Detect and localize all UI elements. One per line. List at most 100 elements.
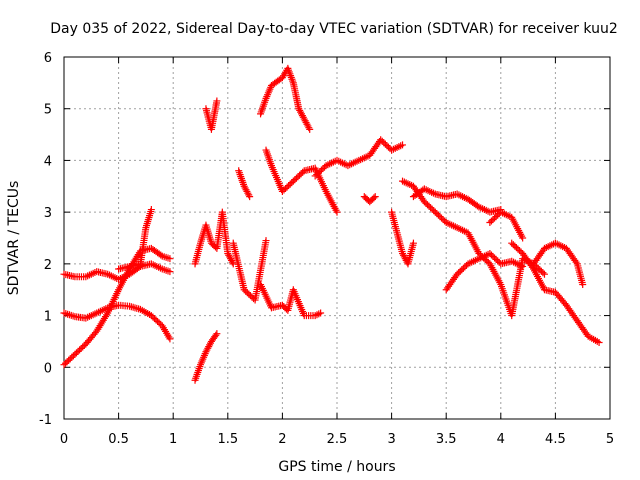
data-point-marker	[288, 179, 296, 187]
data-point-marker	[384, 143, 392, 151]
data-point-marker	[489, 252, 497, 260]
data-point-marker	[64, 310, 72, 318]
data-point-marker	[489, 216, 497, 224]
data-point-marker	[79, 343, 87, 351]
data-point-marker	[62, 359, 70, 367]
data-point-marker	[74, 347, 82, 355]
data-point-marker	[68, 353, 76, 361]
data-point-marker	[291, 176, 299, 184]
data-point-marker	[528, 263, 536, 271]
data-point-marker	[381, 140, 389, 148]
data-point-marker	[76, 346, 84, 354]
x-tick-label: 3	[387, 432, 395, 447]
data-point-marker	[380, 139, 388, 147]
x-tick-label: 2	[278, 432, 286, 447]
x-tick-label: 5	[606, 432, 614, 447]
data-point-marker	[66, 355, 74, 363]
data-point-marker	[313, 311, 321, 319]
x-tick-label: 2.5	[327, 432, 348, 447]
data-point-marker	[371, 193, 379, 201]
y-tick-label: -1	[39, 413, 52, 428]
data-point-marker	[166, 268, 174, 276]
data-point-marker	[377, 136, 385, 144]
x-axis-label: GPS time / hours	[278, 459, 395, 475]
data-point-marker	[245, 290, 253, 298]
data-point-marker	[283, 183, 291, 191]
x-tick-label: 1.5	[217, 432, 238, 447]
data-point-marker	[537, 267, 545, 275]
data-point-marker	[514, 245, 522, 253]
data-point-marker	[519, 234, 527, 242]
data-point-marker	[378, 137, 386, 145]
data-point-marker	[409, 239, 417, 247]
data-point-marker	[595, 338, 603, 346]
data-point-marker	[494, 211, 502, 219]
data-point-marker	[455, 269, 463, 277]
data-point-marker	[319, 165, 327, 173]
data-point-marker	[519, 262, 527, 270]
data-point-marker	[67, 311, 75, 319]
data-point-marker	[155, 319, 163, 327]
data-point-marker	[311, 172, 319, 180]
x-tick-label: 4.5	[545, 432, 566, 447]
data-point-marker	[278, 187, 286, 195]
data-point-marker	[152, 316, 160, 324]
data-point-marker	[456, 267, 464, 275]
data-point-marker	[305, 124, 313, 132]
data-point-marker	[69, 352, 77, 360]
data-point-marker	[292, 174, 300, 182]
y-axis-label: SDTVAR / TECUs	[6, 181, 22, 296]
data-point-marker	[289, 177, 297, 185]
data-point-marker	[285, 182, 293, 190]
data-point-marker	[213, 330, 221, 338]
data-point-marker	[453, 270, 461, 278]
data-point-marker	[495, 258, 503, 266]
data-point-marker	[540, 270, 548, 278]
data-point-marker	[436, 213, 444, 221]
data-point-marker	[317, 309, 325, 317]
data-point-marker	[314, 169, 322, 177]
data-point-marker	[458, 266, 466, 274]
data-point-marker	[306, 125, 314, 133]
data-point-marker	[536, 266, 544, 274]
chart-title: Day 035 of 2022, Sidereal Day-to-day VTE…	[50, 21, 618, 37]
y-tick-label: 0	[44, 361, 52, 376]
data-point-marker	[286, 180, 294, 188]
data-point-marker	[243, 289, 251, 297]
data-point-marker	[422, 199, 430, 207]
data-point-marker	[72, 349, 80, 357]
data-point-marker	[399, 141, 407, 149]
data-point-marker	[147, 206, 155, 214]
data-point-marker	[316, 168, 324, 176]
y-tick-label: 5	[44, 103, 52, 118]
data-point-marker	[461, 263, 469, 271]
data-point-marker	[430, 207, 438, 215]
data-point-marker	[282, 185, 290, 193]
data-point-marker	[431, 208, 439, 216]
data-point-marker	[166, 255, 174, 263]
data-point-marker	[149, 313, 157, 321]
x-tick-label: 0	[60, 432, 68, 447]
data-point-marker	[213, 97, 221, 105]
data-point-marker	[487, 251, 495, 259]
data-point-marker	[313, 170, 321, 178]
data-point-marker	[423, 201, 431, 209]
x-tick-label: 3.5	[436, 432, 457, 447]
y-tick-label: 2	[44, 258, 52, 273]
data-point-marker	[69, 312, 77, 320]
y-tick-label: 4	[44, 154, 52, 169]
data-point-marker	[459, 264, 467, 272]
y-tick-label: 3	[44, 206, 52, 221]
data-point-marker	[212, 331, 220, 339]
data-point-marker	[154, 317, 162, 325]
data-point-marker	[262, 237, 270, 245]
data-point-marker	[71, 350, 79, 358]
data-point-marker	[433, 210, 441, 218]
data-point-marker	[420, 198, 428, 206]
data-point-marker	[425, 202, 433, 210]
data-point-marker	[245, 191, 253, 199]
data-point-marker	[487, 217, 495, 225]
data-point-marker	[280, 186, 288, 194]
data-point-marker	[434, 211, 442, 219]
data-point-marker	[294, 173, 302, 181]
